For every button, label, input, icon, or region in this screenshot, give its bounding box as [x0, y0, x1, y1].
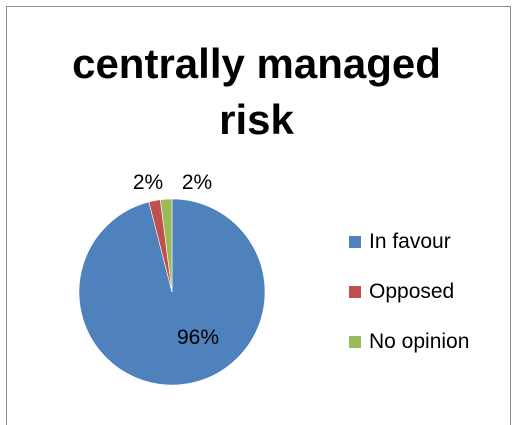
data-label-opposed: 2% [133, 171, 163, 194]
chart-title-line-1: centrally managed [72, 40, 441, 87]
pie-slice-no-opinion [160, 198, 173, 293]
legend-swatch-no-opinion [349, 336, 361, 348]
legend-label-in-favour: In favour [369, 230, 451, 253]
legend-label-opposed: Opposed [369, 280, 455, 303]
legend-label-no-opinion: No opinion [369, 330, 470, 353]
data-label-in-favour: 96% [177, 326, 219, 349]
legend-swatch-opposed [349, 286, 361, 298]
data-label-no-opinion: 2% [182, 171, 212, 194]
chart-title-line-2: risk [219, 96, 294, 143]
chart-frame [6, 6, 511, 425]
legend-item-in-favour: In favour [349, 228, 469, 256]
chart-legend: In favour Opposed No opinion [349, 228, 469, 378]
legend-item-opposed: Opposed [349, 278, 469, 306]
legend-item-no-opinion: No opinion [349, 328, 469, 356]
legend-swatch-in-favour [349, 236, 361, 248]
chart-title: centrally managed risk [0, 36, 513, 148]
